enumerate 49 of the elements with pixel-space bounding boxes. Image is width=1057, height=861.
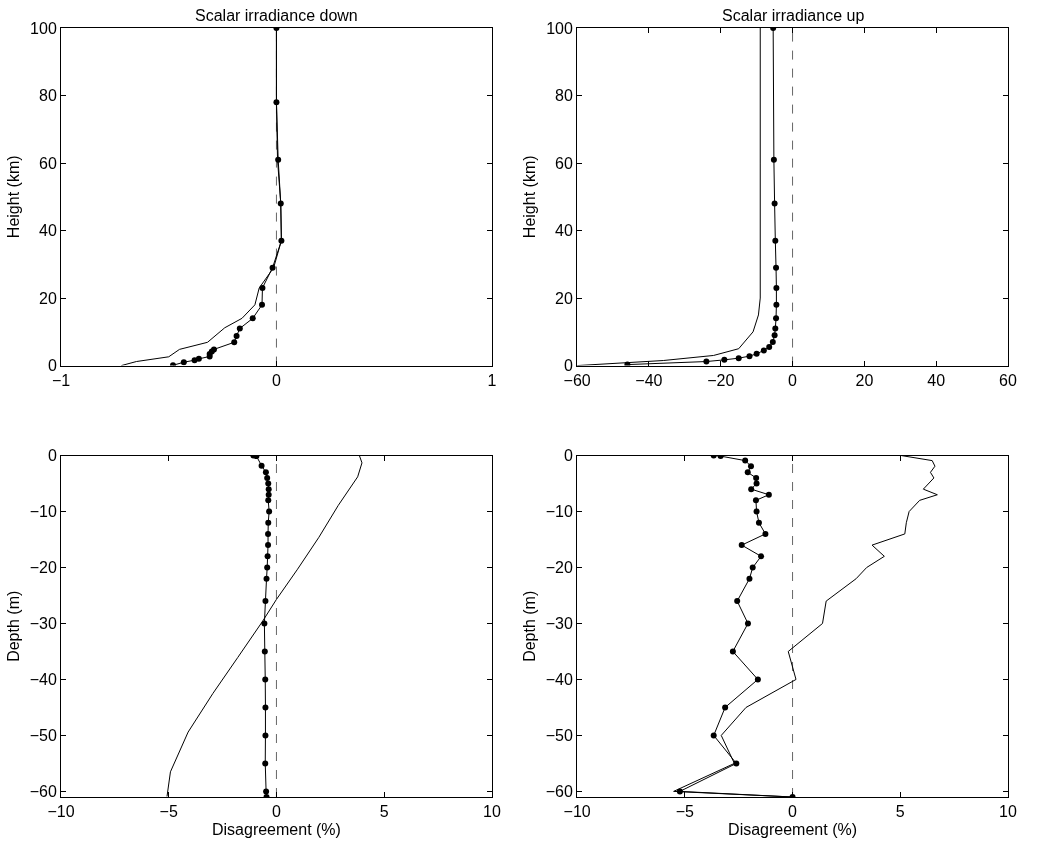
y-tick-label: 20 (555, 289, 574, 307)
y-axis-title: Height (km) (5, 155, 22, 239)
x-tick-label: −20 (707, 371, 735, 389)
y-tick-label: −60 (29, 783, 57, 800)
y-tick-label: 80 (555, 87, 574, 105)
x-tick-label: 5 (379, 803, 389, 821)
y-tick-label: −30 (29, 615, 57, 633)
x-tick-label: 60 (999, 371, 1017, 389)
y-tick-label: −50 (545, 727, 574, 745)
y-tick-label: −40 (545, 671, 574, 689)
x-axis-title: Disagreement (%) (211, 820, 341, 838)
x-axis-title: Disagreement (%) (728, 820, 858, 838)
y-tick-label: 40 (39, 222, 57, 240)
y-axis-title: Depth (m) (4, 590, 22, 662)
y-axis-title: Height (km) (521, 155, 539, 239)
x-tick-label: 10 (999, 803, 1018, 821)
y-tick-label: 40 (555, 222, 574, 240)
y-tick-label: −10 (545, 503, 574, 521)
y-axis-title: Depth (m) (520, 590, 538, 662)
y-tick-label: −20 (545, 559, 574, 577)
y-tick-label: 0 (47, 447, 57, 465)
x-tick-label: 0 (788, 371, 798, 389)
y-tick-label: 60 (555, 154, 574, 172)
chart-title: Scalar irradiance up (722, 7, 865, 24)
y-tick-label: −30 (545, 615, 574, 633)
y-tick-label: −60 (545, 783, 574, 800)
y-tick-label: −50 (29, 727, 57, 745)
x-tick-label: 5 (895, 803, 905, 821)
chart-title: Scalar irradiance down (195, 7, 358, 24)
y-tick-label: 60 (39, 154, 57, 172)
x-tick-label: −5 (159, 803, 178, 821)
x-tick-label: −40 (635, 371, 663, 389)
y-tick-label: −10 (29, 503, 57, 521)
y-tick-label: 100 (546, 19, 574, 37)
x-tick-label: −5 (675, 803, 695, 821)
y-tick-label: 100 (30, 19, 57, 37)
x-tick-label: 10 (482, 803, 501, 821)
x-tick-label: 40 (927, 371, 946, 389)
y-tick-label: 80 (39, 87, 57, 105)
x-tick-label: 0 (788, 803, 798, 821)
x-tick-label: 20 (855, 371, 874, 389)
y-tick-label: 20 (39, 289, 57, 307)
x-tick-label: 1 (487, 371, 497, 389)
y-tick-label: 0 (564, 357, 574, 375)
x-tick-label: 0 (271, 371, 281, 389)
x-tick-label: 0 (271, 803, 281, 821)
y-tick-label: −20 (29, 559, 57, 577)
y-tick-label: 0 (564, 447, 574, 465)
y-tick-label: −40 (29, 671, 57, 689)
